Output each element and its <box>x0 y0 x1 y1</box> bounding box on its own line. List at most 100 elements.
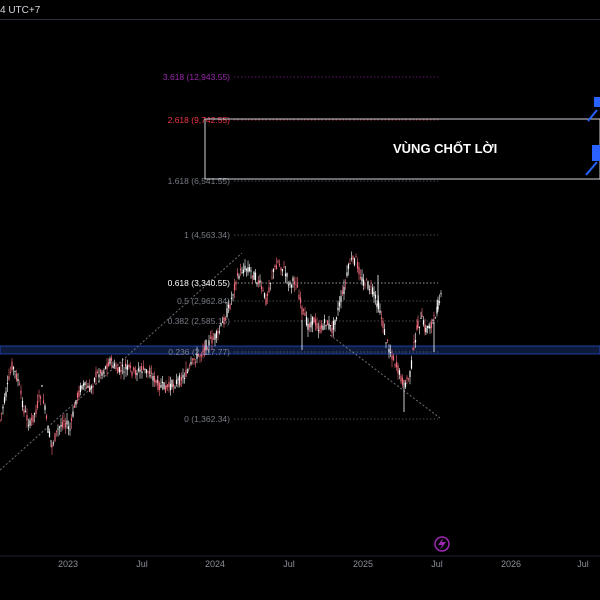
candle-body <box>428 325 430 329</box>
candle-body <box>27 424 30 426</box>
take-profit-zone-label: VÙNG CHỐT LỜI <box>393 141 497 156</box>
candle-body <box>364 284 366 286</box>
candle-body <box>310 321 312 328</box>
candle-body <box>382 320 384 329</box>
time-axis: 2023 Jul 2024 Jul 2025 Jul 2026 Jul <box>58 559 589 569</box>
candle-body <box>174 387 176 389</box>
candle-body <box>398 370 401 375</box>
candle-body <box>191 358 194 360</box>
candle-body <box>299 297 302 304</box>
candle-body <box>206 348 209 350</box>
candle-body <box>373 291 375 296</box>
candle-body <box>12 367 15 370</box>
candle-body <box>313 317 315 323</box>
candle-body <box>81 385 83 389</box>
candle-body <box>247 267 249 273</box>
fibonacci-levels: 3.618 (12,943.55) 2.618 (9,742.55) 1.618 (… <box>163 72 438 424</box>
time-axis-label: Jul <box>431 559 443 569</box>
candle-body <box>20 390 22 395</box>
candle-body <box>0 419 1 421</box>
candle-body <box>139 369 141 372</box>
candle-body <box>48 431 51 437</box>
candle-body <box>391 355 393 360</box>
support-band <box>0 345 600 355</box>
candle-body <box>319 325 321 333</box>
time-axis-label: Jul <box>136 559 148 569</box>
candle-body <box>85 387 88 389</box>
candle-body <box>140 366 143 371</box>
candle-body <box>350 258 353 260</box>
candle-body <box>76 393 79 398</box>
candle-body <box>187 369 189 371</box>
candle-body <box>272 268 275 272</box>
candle-body <box>163 382 165 389</box>
candle-body <box>383 329 386 335</box>
candle-body <box>155 380 157 384</box>
candle-body <box>168 381 170 388</box>
candle-body <box>209 337 212 339</box>
candle-body <box>58 426 61 428</box>
candle-body <box>406 377 408 380</box>
candle-body <box>320 324 323 329</box>
candle-body <box>259 280 261 283</box>
candle-body <box>316 323 318 329</box>
candle-body <box>185 369 187 377</box>
candle-body <box>141 371 143 373</box>
candle-body <box>386 339 389 341</box>
candle-body <box>8 376 10 380</box>
candle-body <box>257 280 260 284</box>
candle-body <box>110 357 113 361</box>
candle-body <box>113 363 116 367</box>
candle-body <box>332 321 335 330</box>
candle-body <box>392 355 395 361</box>
candle-body <box>89 387 91 391</box>
candle-body <box>9 371 12 374</box>
candle-body <box>278 263 281 266</box>
arrow-up-right-icon <box>587 97 600 122</box>
candle-body <box>24 411 27 413</box>
candle-body <box>224 317 227 320</box>
candle-body <box>256 282 258 285</box>
candle-body <box>328 323 330 330</box>
candle-body <box>338 302 341 307</box>
candle-body <box>117 367 119 372</box>
candle-body <box>325 325 327 327</box>
candle-body <box>3 397 6 403</box>
fib-level-label: 2.618 (9,742.55) <box>168 115 231 125</box>
candle-body <box>404 382 407 388</box>
candle-body <box>432 319 434 321</box>
candle-body <box>422 320 425 325</box>
candle-body <box>208 340 210 346</box>
candle-body <box>250 270 252 272</box>
candle-body <box>149 374 151 377</box>
candle-body <box>17 379 19 382</box>
candle-body <box>172 384 175 387</box>
candle-body <box>302 309 305 311</box>
candle-body <box>50 440 52 442</box>
candle-body <box>385 342 387 344</box>
candle-body <box>61 422 64 428</box>
fib-level-label: 0.618 (3,340.55) <box>168 278 231 288</box>
candle-body <box>54 433 56 442</box>
candle-body <box>295 283 297 285</box>
lightning-icon[interactable] <box>434 536 450 552</box>
candle-body <box>400 375 402 382</box>
candle-body <box>82 383 85 386</box>
candle-body <box>220 323 222 326</box>
candle-body <box>178 375 181 385</box>
candle-body <box>134 369 137 375</box>
candle-body <box>194 362 197 364</box>
candle-body <box>410 360 413 369</box>
candle-body <box>109 358 111 364</box>
candle-body <box>263 292 266 298</box>
take-profit-zone[interactable] <box>204 118 600 180</box>
candle-body <box>158 382 161 391</box>
candle-body <box>365 279 368 281</box>
candle-body <box>101 372 103 376</box>
candle-body <box>308 324 311 328</box>
candle-body <box>290 284 293 288</box>
candle-body <box>137 368 140 371</box>
candle-body <box>179 383 181 385</box>
candle-body <box>301 306 303 315</box>
